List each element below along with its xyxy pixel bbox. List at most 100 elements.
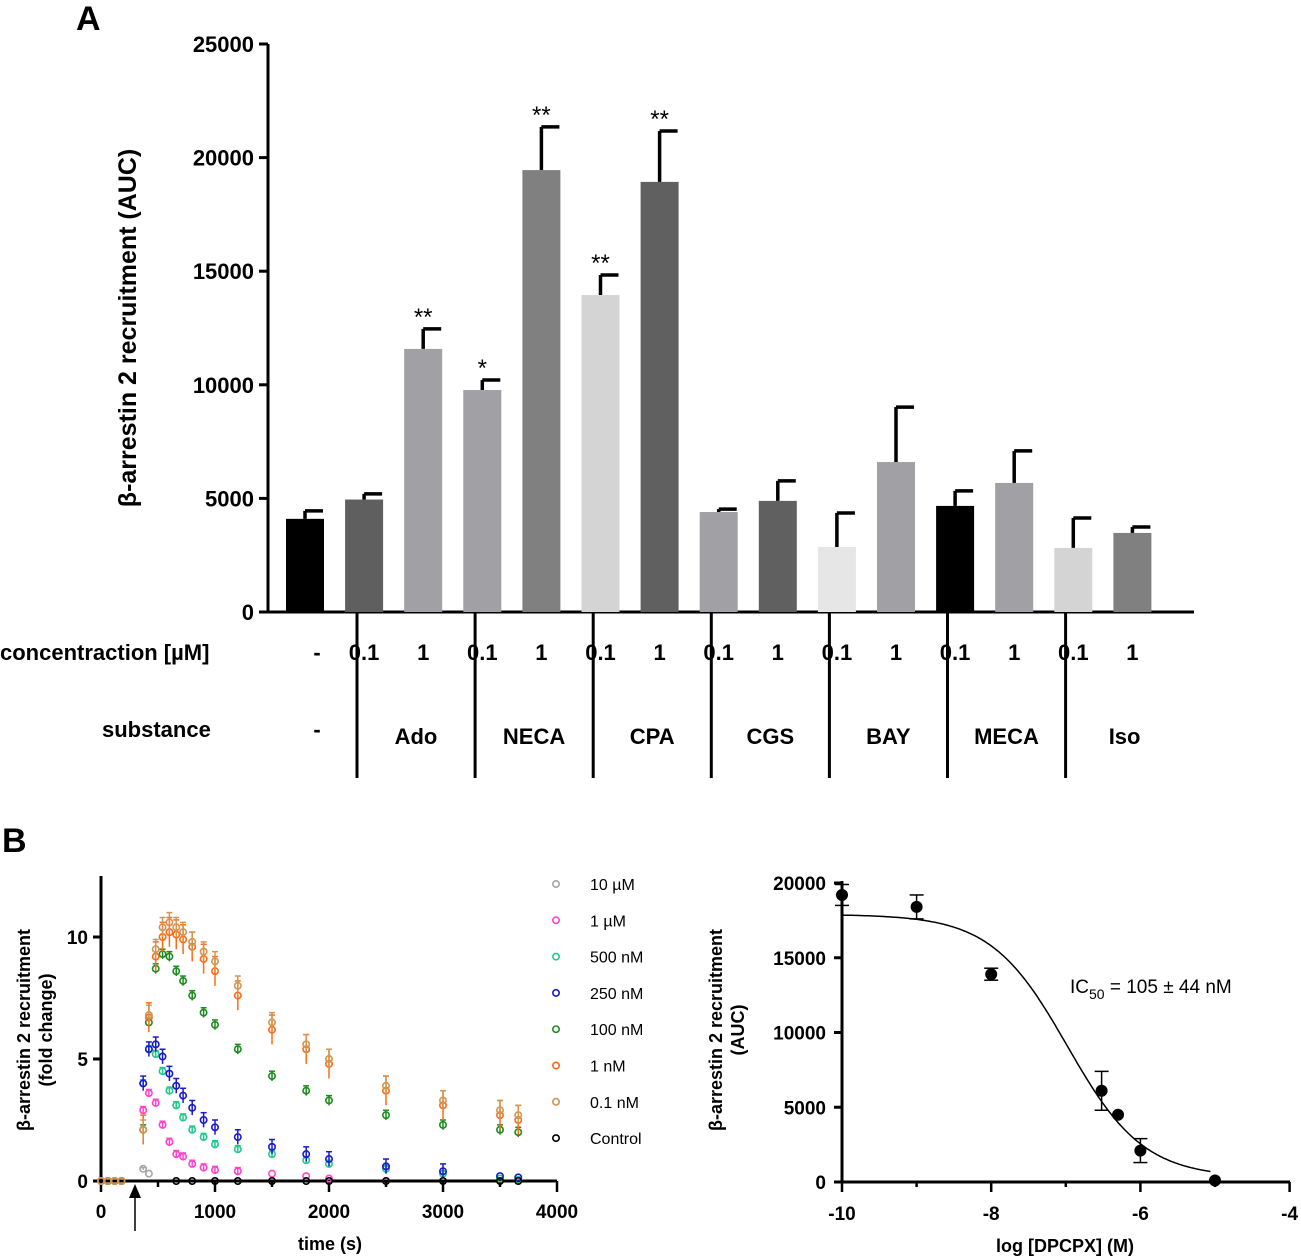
data-point bbox=[151, 1040, 160, 1049]
data-point bbox=[302, 1150, 311, 1159]
x-tick-label: -4 bbox=[1281, 1204, 1298, 1225]
concentration-label: 1 bbox=[417, 640, 429, 665]
data-point bbox=[233, 1133, 242, 1142]
data-point bbox=[1112, 1108, 1125, 1121]
data-point bbox=[172, 1177, 181, 1186]
x-tick-label: 2000 bbox=[308, 1202, 350, 1223]
data-point bbox=[172, 1150, 181, 1159]
x-tick-label: -10 bbox=[828, 1204, 855, 1225]
data-point bbox=[324, 1055, 333, 1064]
data-point bbox=[324, 1096, 333, 1105]
x-tick-label: -8 bbox=[983, 1204, 1000, 1225]
substance-label: Iso bbox=[1109, 724, 1141, 749]
data-point bbox=[158, 1067, 167, 1076]
bar bbox=[286, 518, 324, 612]
data-point bbox=[179, 1091, 188, 1100]
row-label-concentration: concentraction [µM] bbox=[0, 640, 209, 665]
y-axis-label: β-arrestin 2 recruitment bbox=[14, 929, 34, 1131]
y-axis-label: β-arrestin 2 recruitment (AUC) bbox=[114, 149, 142, 507]
data-point bbox=[188, 1103, 197, 1112]
concentration-label: 1 bbox=[653, 640, 665, 665]
bar bbox=[522, 170, 561, 612]
bar bbox=[936, 505, 975, 612]
bar bbox=[345, 499, 384, 612]
y-axis-label: β-arrestin 2 recruitment bbox=[706, 929, 726, 1131]
data-point bbox=[324, 1155, 333, 1164]
timecourse-chart: β-arrestin 2 recruitment (fold change) t… bbox=[14, 876, 643, 1254]
data-point bbox=[438, 1096, 447, 1105]
substance-label: - bbox=[313, 717, 320, 742]
substance-label: CPA bbox=[630, 724, 675, 749]
data-point bbox=[514, 1177, 523, 1186]
data-point bbox=[188, 1177, 197, 1186]
legend-label: 10 µM bbox=[590, 877, 635, 894]
concentration-label: 0.1 bbox=[585, 640, 616, 665]
concentration-label: 0.1 bbox=[1058, 640, 1089, 665]
panel-label-a: A bbox=[76, 0, 101, 38]
data-point bbox=[179, 1113, 188, 1122]
data-point bbox=[172, 1081, 181, 1090]
fit-curve bbox=[842, 914, 1211, 1173]
data-point bbox=[233, 1177, 242, 1186]
data-point bbox=[381, 1081, 390, 1090]
data-point bbox=[172, 1101, 181, 1110]
data-point bbox=[381, 1177, 390, 1186]
y-tick-label: 15000 bbox=[193, 259, 254, 284]
data-point bbox=[139, 1125, 148, 1134]
x-tick-label: 0 bbox=[96, 1202, 107, 1223]
data-point bbox=[139, 1106, 148, 1115]
data-point bbox=[233, 1167, 242, 1176]
x-tick-label: 3000 bbox=[422, 1202, 464, 1223]
data-point bbox=[139, 1079, 148, 1088]
y-axis-label-2: (AUC) bbox=[728, 1005, 748, 1056]
data-point bbox=[267, 1018, 276, 1027]
substance-label: NECA bbox=[503, 724, 565, 749]
bar bbox=[640, 181, 679, 612]
data-point bbox=[144, 1089, 153, 1098]
data-point bbox=[144, 1169, 153, 1178]
data-point bbox=[144, 1045, 153, 1054]
substance-label: Ado bbox=[395, 724, 438, 749]
x-axis-label: log [DPCPX] (M) bbox=[996, 1236, 1134, 1256]
concentration-label: 0.1 bbox=[467, 640, 498, 665]
substance-label: CGS bbox=[746, 724, 794, 749]
data-point bbox=[188, 991, 197, 1000]
y-tick-label: 25000 bbox=[193, 32, 254, 57]
concentration-label: 1 bbox=[1126, 640, 1138, 665]
data-point bbox=[179, 928, 188, 937]
legend-marker bbox=[551, 1061, 560, 1070]
bar bbox=[758, 500, 797, 612]
concentration-label: 1 bbox=[772, 640, 784, 665]
significance-label: ** bbox=[532, 102, 551, 129]
data-point bbox=[151, 945, 160, 954]
data-point bbox=[836, 888, 848, 901]
data-point bbox=[172, 967, 181, 976]
data-point bbox=[165, 1137, 174, 1146]
concentration-label: 1 bbox=[535, 640, 547, 665]
y-tick-label: 20000 bbox=[193, 146, 254, 171]
data-point bbox=[514, 1111, 523, 1120]
bar bbox=[581, 295, 620, 612]
legend-label: Control bbox=[590, 1131, 642, 1148]
substance-label: MECA bbox=[974, 724, 1039, 749]
data-point bbox=[211, 1123, 220, 1132]
concentration-label: 0.1 bbox=[822, 640, 853, 665]
x-axis-label: time (s) bbox=[298, 1234, 362, 1254]
legend-marker bbox=[551, 988, 560, 997]
significance-label: ** bbox=[414, 304, 433, 331]
y-tick-label: 5 bbox=[77, 1050, 88, 1071]
y-tick-label: 10000 bbox=[193, 373, 254, 398]
data-point bbox=[211, 1177, 220, 1186]
data-point bbox=[233, 981, 242, 990]
data-point bbox=[381, 1111, 390, 1120]
data-point bbox=[188, 1125, 197, 1134]
concentration-label: 1 bbox=[890, 640, 902, 665]
legend-label: 500 nM bbox=[590, 950, 643, 967]
concentration-label: 0.1 bbox=[703, 640, 734, 665]
legend-marker bbox=[551, 1134, 560, 1143]
data-point bbox=[165, 1069, 174, 1078]
bar bbox=[877, 462, 915, 612]
legend-marker bbox=[551, 879, 560, 888]
concentration-label: 0.1 bbox=[940, 640, 971, 665]
concentration-label: - bbox=[313, 640, 320, 665]
